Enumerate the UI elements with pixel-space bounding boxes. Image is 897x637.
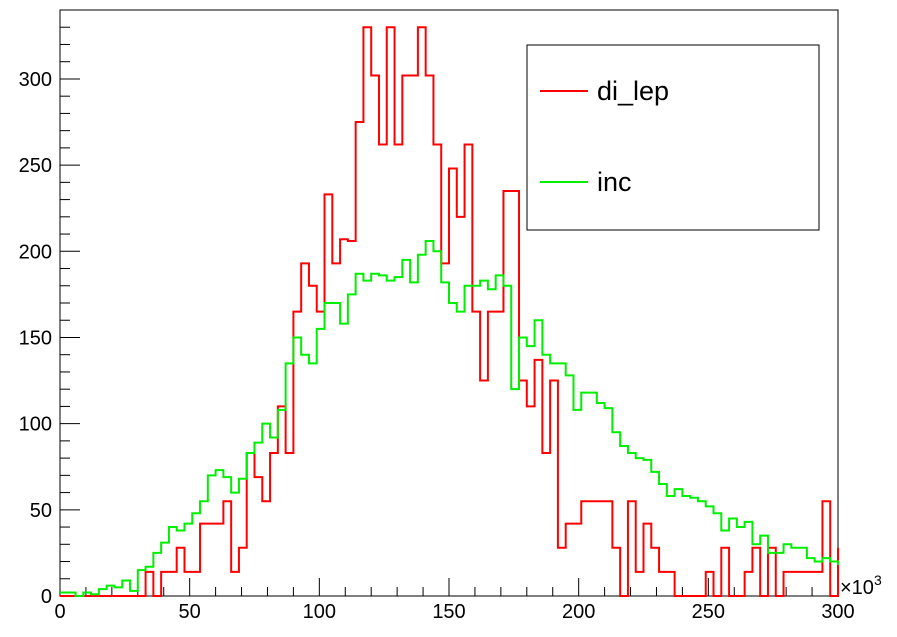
y-tick-label: 150 — [19, 327, 52, 349]
series-inc — [60, 239, 839, 597]
x-tick-label: 250 — [692, 601, 725, 623]
legend-label-inc: inc — [597, 167, 632, 197]
y-tick-label: 100 — [19, 414, 52, 436]
y-tick-label: 0 — [41, 586, 52, 608]
y-tick-label: 200 — [19, 241, 52, 263]
y-tick-label: 50 — [30, 500, 52, 522]
legend: di_lep inc — [526, 44, 820, 231]
series-line — [60, 239, 839, 597]
x-tick-label: 0 — [54, 601, 65, 623]
x-axis: 0 50 100 150 200 250 300 — [54, 578, 855, 623]
series-layer — [60, 26, 839, 597]
y-axis: 0 50 100 150 200 250 300 — [19, 9, 80, 608]
legend-label-di-lep: di_lep — [597, 76, 669, 106]
x-exponent-power: 3 — [874, 572, 882, 588]
series-line — [60, 26, 839, 597]
x-tick-label: 200 — [562, 601, 595, 623]
x-tick-label: 300 — [821, 601, 854, 623]
series-di-lep — [60, 26, 839, 597]
y-tick-label: 250 — [19, 155, 52, 177]
legend-box — [526, 44, 820, 231]
x-exponent-label: ×103 — [840, 572, 882, 599]
y-tick-label: 300 — [19, 69, 52, 91]
x-tick-label: 100 — [303, 601, 336, 623]
x-tick-label: 150 — [432, 601, 465, 623]
x-tick-label: 50 — [179, 601, 201, 623]
